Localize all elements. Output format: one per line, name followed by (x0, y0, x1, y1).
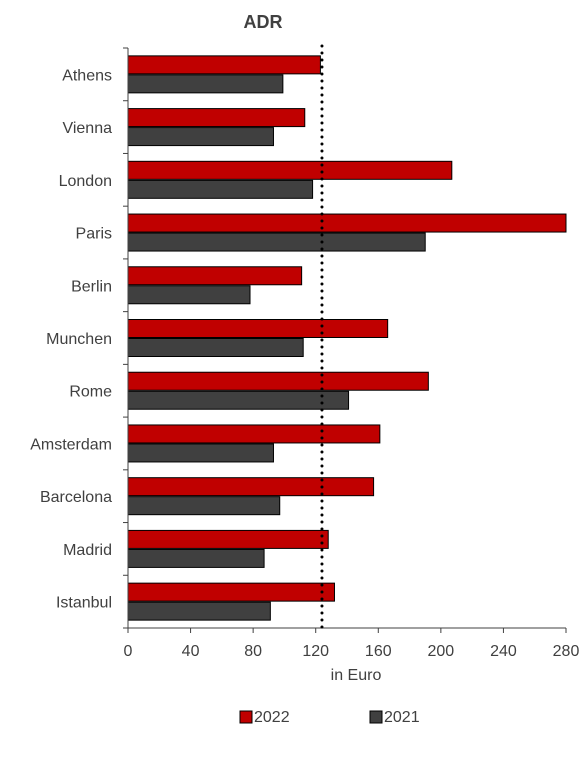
x-tick-label: 280 (553, 643, 580, 660)
category-label: Berlin (71, 278, 112, 295)
legend-swatch-2021 (369, 710, 383, 724)
bar-munchen-2022 (127, 319, 389, 338)
bar-paris-2021 (127, 232, 426, 252)
category-label: Athens (62, 67, 112, 84)
bar-london-2022 (127, 160, 453, 180)
category-label: Vienna (62, 120, 112, 137)
x-tick-label: 80 (244, 643, 262, 660)
category-label: Paris (76, 226, 112, 243)
bar-athens-2022 (127, 55, 321, 75)
bar-rome-2022 (127, 371, 429, 391)
category-label: Rome (69, 384, 112, 401)
axes-layer (123, 44, 567, 633)
bar-barcelona-2022 (127, 477, 375, 497)
category-label: Munchen (46, 331, 112, 348)
bars-layer (127, 55, 567, 621)
category-label: Istanbul (56, 595, 112, 612)
bar-madrid-2022 (127, 529, 329, 549)
bar-rome-2021 (127, 390, 350, 410)
bar-amsterdam-2021 (127, 443, 274, 463)
bar-vienna-2021 (127, 127, 274, 147)
bar-vienna-2022 (127, 108, 306, 128)
bar-barcelona-2021 (127, 496, 281, 516)
bar-paris-2022 (127, 213, 567, 233)
category-label: Barcelona (40, 489, 112, 506)
x-tick-label: 120 (302, 643, 329, 660)
bar-istanbul-2021 (127, 601, 271, 621)
legend: 2022 2021 (239, 709, 420, 726)
bar-berlin-2022 (127, 266, 303, 286)
chart-title: ADR (244, 12, 283, 32)
x-tick-label: 40 (182, 643, 200, 660)
category-label: Amsterdam (30, 436, 112, 453)
bar-munchen-2021 (127, 338, 304, 357)
legend-swatch-2022 (239, 710, 253, 724)
x-tick-label: 200 (428, 643, 455, 660)
x-axis-title: in Euro (331, 667, 382, 684)
bar-berlin-2021 (127, 285, 251, 305)
bar-athens-2021 (127, 74, 284, 94)
x-tick-label: 0 (124, 643, 133, 660)
x-tick-label: 240 (490, 643, 517, 660)
category-label: London (59, 173, 112, 190)
legend-label-2021: 2021 (384, 709, 420, 726)
bar-amsterdam-2022 (127, 424, 381, 444)
labels-layer: Athens Vienna London Paris Berlin Munchen Rome… (30, 67, 579, 660)
bar-london-2021 (127, 179, 314, 199)
bar-madrid-2021 (127, 548, 265, 568)
x-tick-label: 160 (365, 643, 392, 660)
category-label: Madrid (63, 542, 112, 559)
bar-istanbul-2022 (127, 582, 335, 602)
legend-label-2022: 2022 (254, 709, 290, 726)
